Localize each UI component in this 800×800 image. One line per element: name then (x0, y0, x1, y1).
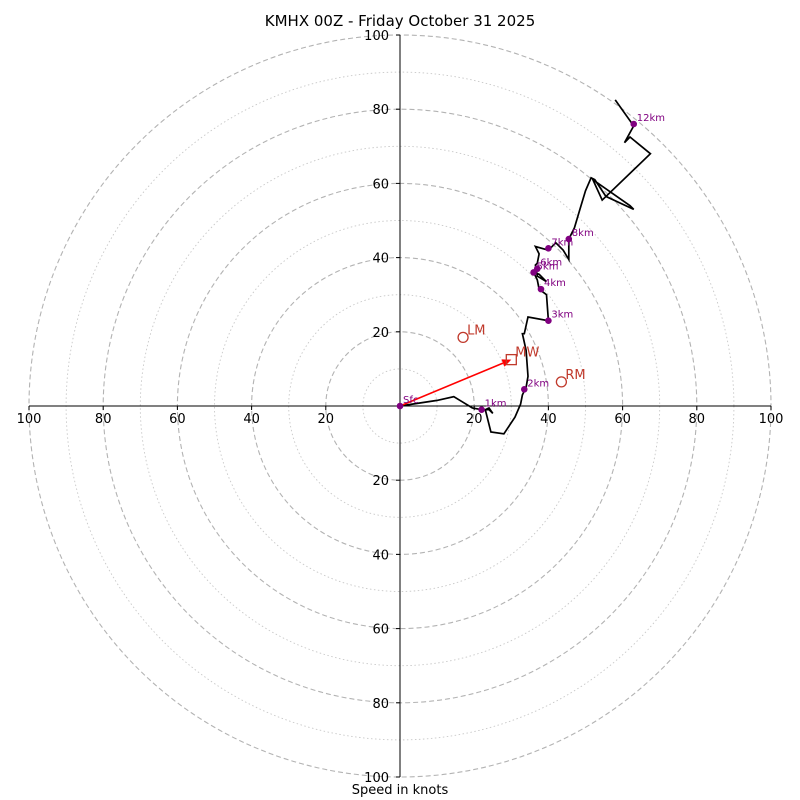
y-tick-label: 40 (372, 548, 389, 563)
axis-ticks: 100 100 80 80 60 60 40 40 20 20 20 20 40 40 60 60 80 80 10… (17, 29, 784, 786)
height-marker-6km (533, 265, 541, 273)
storm-motion-label-LM: LM (467, 323, 485, 338)
y-tick-label: 80 (372, 697, 389, 712)
x-tick-label: 20 (318, 412, 335, 427)
x-tick-label: 80 (689, 412, 706, 427)
x-axis-label: Speed in knots (351, 783, 449, 798)
height-label-Sfc: Sfc (403, 395, 418, 406)
storm-motion-label-MW: MW (515, 346, 539, 361)
height-marker-1km (478, 406, 485, 414)
height-label-12km: 12km (637, 113, 665, 124)
height-marker-7km (545, 245, 552, 252)
x-tick-label: 40 (540, 412, 557, 427)
y-tick-label: 60 (372, 623, 389, 638)
storm-motions: LM MW RM (457, 323, 586, 388)
height-label-4km: 4km (544, 278, 566, 289)
x-tick-label: 40 (243, 412, 260, 427)
x-tick-label: 20 (466, 412, 483, 427)
y-tick-label: 100 (364, 29, 389, 44)
storm-motion-marker-RM (555, 376, 568, 388)
height-marker-3km (545, 317, 552, 324)
height-label-7km: 7km (551, 237, 573, 248)
x-tick-label: 60 (169, 412, 186, 427)
hodograph-line (399, 99, 652, 435)
storm-motion-marker-MW (505, 353, 517, 366)
height-label-8km: 8km (572, 228, 594, 239)
height-marker-8km (565, 235, 573, 243)
x-tick-label: 100 (759, 412, 784, 427)
height-marker-4km (537, 285, 545, 293)
y-tick-label: 20 (372, 474, 389, 489)
height-label-5km: 5km (537, 261, 559, 272)
height-label-2km: 2km (527, 378, 549, 389)
height-marker-12km (630, 120, 638, 128)
height-label-6km: 6km (540, 258, 562, 269)
hodograph-trace (399, 99, 652, 435)
x-tick-label: 60 (614, 412, 631, 427)
y-tick-label: 20 (372, 326, 389, 341)
chart-title: KMHX 00Z - Friday October 31 2025 (264, 12, 536, 30)
y-tick-label: 60 (372, 177, 389, 192)
height-marker-2km (520, 386, 528, 393)
height-label-3km: 3km (551, 310, 573, 321)
storm-motion-marker-LM (457, 331, 469, 344)
height-marker-Sfc (396, 402, 404, 410)
storm-motion-label-RM: RM (565, 368, 585, 383)
x-tick-label: 100 (17, 412, 42, 427)
height-label-1km: 1km (485, 399, 507, 410)
x-tick-label: 80 (95, 412, 112, 427)
shear-vector-line (399, 362, 504, 407)
y-tick-label: 40 (372, 252, 389, 267)
y-tick-label: 100 (364, 771, 389, 786)
y-tick-label: 80 (372, 103, 389, 118)
